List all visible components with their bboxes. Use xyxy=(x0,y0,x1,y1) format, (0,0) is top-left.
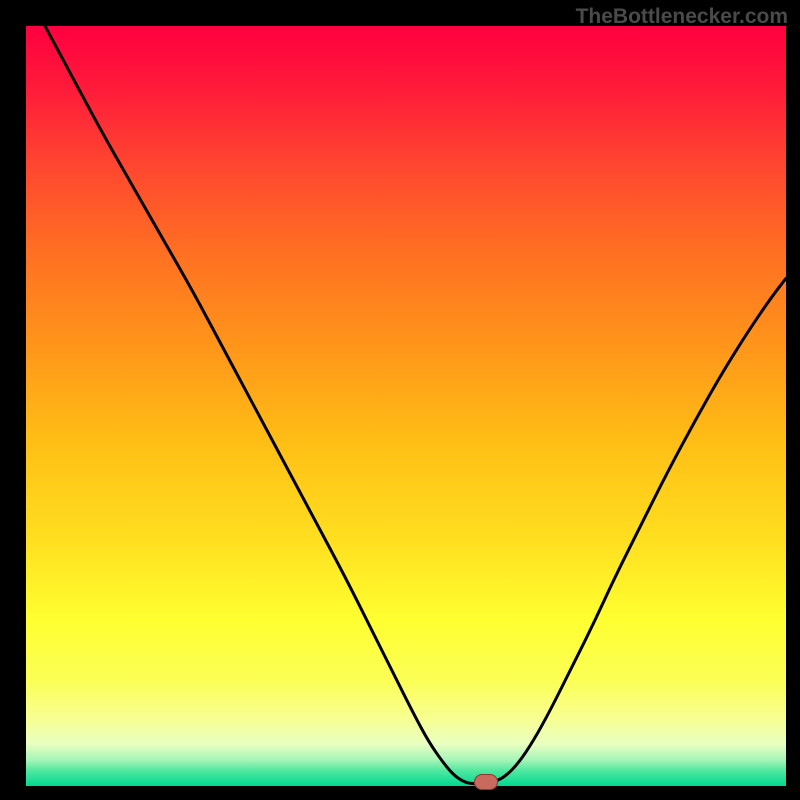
watermark-text: TheBottlenecker.com xyxy=(576,5,788,29)
optimal-point-marker xyxy=(474,774,498,790)
bottleneck-curve xyxy=(26,26,786,786)
plot-area xyxy=(26,26,786,786)
chart-container: TheBottlenecker.com xyxy=(0,0,800,800)
